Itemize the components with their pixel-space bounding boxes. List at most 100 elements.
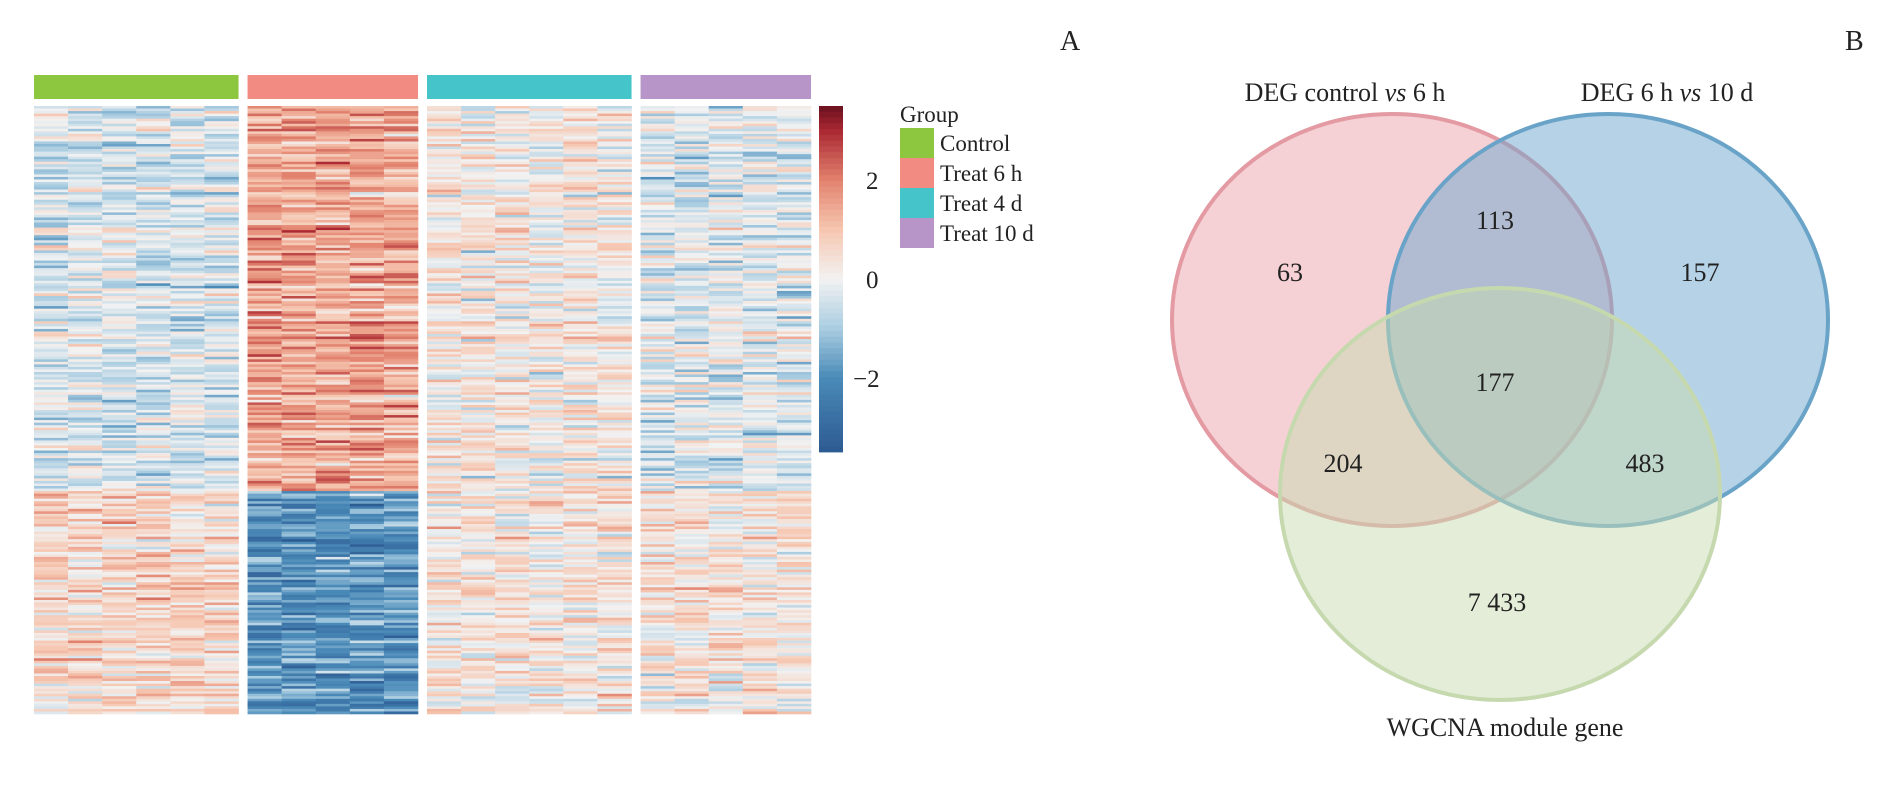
heatmap-cell [34, 222, 69, 226]
heatmap-cell [136, 663, 171, 667]
heatmap-cell [247, 605, 282, 608]
heatmap-cell [383, 306, 419, 309]
heatmap-cell [349, 483, 385, 487]
heatmap-cell [495, 154, 530, 157]
heatmap-cell [461, 171, 496, 175]
heatmap-cell [102, 275, 137, 279]
heatmap-cell [349, 341, 385, 345]
heatmap-cell [742, 204, 778, 208]
heatmap-cell [204, 106, 239, 109]
heatmap-cell [315, 539, 351, 543]
heatmap-cell [349, 328, 385, 332]
heatmap-cell [640, 113, 675, 117]
heatmap-cell [349, 635, 385, 639]
panel-label-a: A [1060, 26, 1081, 57]
heatmap-cell [136, 118, 171, 122]
heatmap-cell [640, 544, 675, 548]
heatmap-cell [674, 670, 710, 674]
heatmap-cell [427, 549, 462, 553]
heatmap-cell [247, 582, 282, 586]
heatmap-cell [708, 427, 744, 431]
heatmap-cell [597, 174, 632, 178]
heatmap-cell [427, 283, 462, 287]
heatmap-cell [640, 344, 675, 347]
heatmap-cell [563, 230, 598, 233]
heatmap-cell [742, 166, 778, 170]
heatmap-cell [495, 166, 530, 170]
heatmap-cell [529, 665, 564, 669]
heatmap-cell [247, 174, 282, 178]
heatmap-cell [742, 169, 778, 173]
heatmap-cell [102, 534, 137, 537]
heatmap-cell [102, 149, 137, 152]
heatmap-cell [383, 197, 419, 201]
heatmap-cell [674, 668, 710, 672]
heatmap-cell [640, 496, 675, 499]
heatmap-cell [563, 389, 598, 393]
heatmap-cell [349, 460, 385, 464]
heatmap-cell [640, 663, 675, 667]
heatmap-cell [281, 402, 317, 406]
heatmap-cell [281, 354, 317, 358]
heatmap-cell [597, 688, 632, 692]
heatmap-cell [102, 126, 137, 130]
heatmap-cell [427, 176, 462, 180]
heatmap-cell [136, 567, 171, 570]
heatmap-cell [102, 450, 137, 454]
heatmap-cell [170, 450, 205, 454]
heatmap-cell [640, 607, 675, 611]
heatmap-cell [281, 245, 317, 249]
heatmap-cell [495, 171, 530, 175]
heatmap-cell [495, 693, 530, 697]
heatmap-cell [674, 313, 710, 317]
heatmap-cell [170, 511, 205, 515]
heatmap-cell [529, 696, 564, 700]
heatmap-cell [674, 526, 710, 530]
heatmap-cell [68, 113, 103, 117]
heatmap-cell [170, 491, 205, 494]
heatmap-cell [563, 303, 598, 307]
heatmap-cell [315, 308, 351, 312]
heatmap-cell [102, 184, 137, 188]
heatmap-cell [281, 207, 317, 211]
heatmap-cell [529, 683, 564, 687]
heatmap-cell [742, 551, 778, 555]
heatmap-cell [349, 559, 385, 563]
heatmap-cell [247, 453, 282, 456]
heatmap-cell [427, 364, 462, 368]
heatmap-cell [247, 693, 282, 697]
heatmap-cell [383, 660, 419, 664]
heatmap-cell [640, 665, 675, 669]
heatmap-cell [427, 600, 462, 603]
heatmap-cell [204, 288, 239, 292]
heatmap-cell [597, 118, 632, 122]
heatmap-cell [383, 288, 419, 292]
heatmap-cell [529, 536, 564, 540]
heatmap-cell [640, 673, 675, 677]
heatmap-cell [597, 627, 632, 631]
heatmap-cell [349, 225, 385, 228]
heatmap-cell [597, 128, 632, 132]
heatmap-cell [102, 564, 137, 568]
heatmap-cell [281, 410, 317, 413]
heatmap-cell [34, 313, 69, 317]
heatmap-cell [708, 293, 744, 297]
heatmap-cell [34, 346, 69, 350]
heatmap-cell [529, 382, 564, 385]
heatmap-cell [34, 676, 69, 679]
heatmap-cell [495, 194, 530, 198]
heatmap-cell [136, 483, 171, 487]
heatmap-cell [742, 539, 778, 543]
heatmap-cell [529, 708, 564, 712]
heatmap-cell [136, 470, 171, 474]
heatmap-cell [247, 615, 282, 619]
heatmap-cell [34, 498, 69, 502]
heatmap-cell [674, 455, 710, 459]
heatmap-cell [102, 645, 137, 649]
heatmap-cell [427, 584, 462, 588]
heatmap-cell [102, 531, 137, 535]
heatmap-cell [674, 212, 710, 216]
heatmap-cell [102, 506, 137, 510]
heatmap-cell [708, 159, 744, 163]
heatmap-cell [742, 217, 778, 221]
